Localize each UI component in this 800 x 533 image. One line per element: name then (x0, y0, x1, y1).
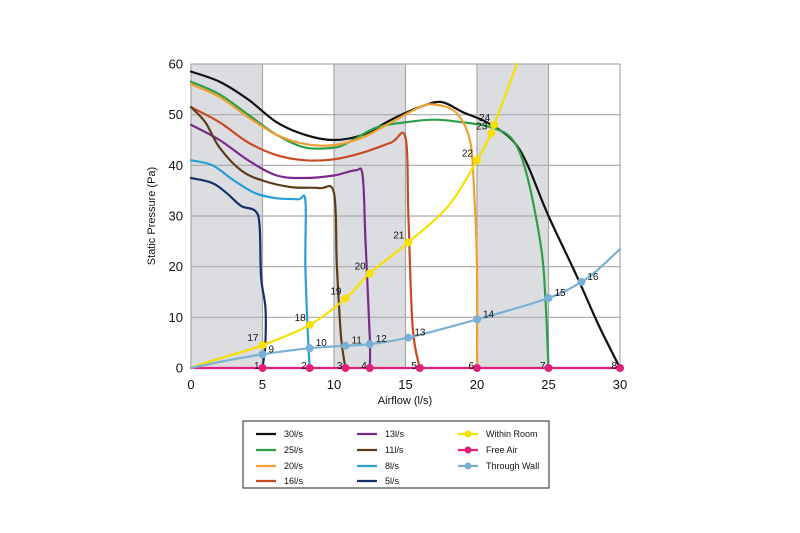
legend-label: Free Air (486, 445, 518, 455)
legend-marker (464, 446, 472, 454)
y-tick-label: 40 (169, 158, 183, 173)
legend-label: 8l/s (385, 461, 400, 471)
data-point-label: 2 (301, 361, 307, 372)
y-tick-label: 10 (169, 310, 183, 325)
legend-label: Through Wall (486, 461, 539, 471)
data-point-6 (473, 364, 481, 372)
data-point-label: 20 (355, 261, 367, 272)
x-axis-label: Airflow (l/s) (378, 395, 432, 407)
x-tick-label: 5 (259, 377, 266, 392)
legend-label: 5l/s (385, 476, 400, 486)
data-point-10 (305, 344, 314, 353)
data-point-label: 17 (247, 333, 259, 344)
data-point-13 (404, 333, 413, 342)
legend-label: 13l/s (385, 429, 405, 439)
legend: 30l/s 25l/s 20l/s 16l/s 13l/s 11l/s 8l/s 5l/s Wi… (242, 420, 550, 489)
data-point-label: 7 (540, 361, 546, 372)
data-point-label: 5 (411, 361, 417, 372)
data-point-22 (473, 156, 481, 165)
legend-marker (464, 462, 472, 470)
data-point-label: 9 (269, 344, 275, 355)
data-point-label: 21 (393, 230, 405, 241)
data-point-20 (365, 269, 374, 278)
data-point-label: 15 (555, 288, 567, 299)
data-point-4 (365, 364, 374, 372)
data-point-label: 16 (587, 272, 599, 283)
legend-label: Within Room (486, 429, 538, 439)
series-line-20l-s (189, 83, 479, 370)
data-point-label: 18 (295, 313, 307, 324)
legend-box (242, 420, 550, 489)
data-point-label: 22 (462, 148, 474, 159)
data-point-7 (544, 364, 553, 372)
data-point-1 (258, 364, 267, 372)
y-tick-label: 30 (169, 209, 183, 224)
x-tick-label: 20 (470, 377, 484, 392)
data-point-16 (577, 277, 586, 286)
data-point-14 (473, 315, 481, 324)
data-point-2 (305, 364, 314, 372)
y-tick-label: 20 (169, 259, 183, 274)
legend-marker (464, 430, 472, 438)
data-point-label: 6 (468, 361, 474, 372)
legend-label: 11l/s (385, 445, 404, 455)
data-point-5 (415, 364, 424, 372)
data-point-label: 10 (316, 338, 328, 349)
series-line-13l-s (189, 123, 372, 370)
data-point-21 (404, 238, 413, 247)
data-point-label: 24 (479, 113, 491, 124)
data-point-9 (258, 350, 267, 359)
data-point-label: 13 (414, 328, 426, 339)
data-point-label: 11 (351, 336, 362, 347)
data-point-label: 19 (330, 287, 342, 298)
x-tick-label: 15 (398, 377, 412, 392)
x-tick-label: 30 (613, 377, 627, 392)
data-point-24 (490, 120, 499, 129)
data-point-label: 12 (376, 334, 388, 345)
x-tick-label: 25 (541, 377, 555, 392)
series-line-11l-s (189, 106, 347, 370)
y-tick-label: 50 (169, 107, 183, 122)
data-point-label: 1 (254, 361, 260, 372)
legend-label: 25l/s (284, 445, 304, 455)
data-point-label: 8 (611, 361, 617, 372)
data-point-11 (341, 341, 350, 350)
data-point-12 (365, 340, 374, 349)
data-point-3 (341, 364, 350, 372)
data-point-23 (487, 129, 496, 138)
y-axis-label: Static Pressure (Pa) (146, 167, 158, 265)
data-point-15 (544, 294, 553, 303)
data-point-label: 4 (361, 361, 367, 372)
x-tick-label: 10 (327, 377, 341, 392)
legend-label: 30l/s (284, 429, 304, 439)
legend-label: 20l/s (284, 461, 304, 471)
y-tick-label: 60 (169, 57, 183, 72)
x-tick-label: 0 (187, 377, 194, 392)
data-point-label: 14 (483, 309, 495, 320)
data-point-8 (616, 364, 624, 372)
data-point-17 (258, 341, 267, 350)
series-line-5l-s (189, 176, 267, 370)
series-line-8l-s (189, 159, 311, 370)
y-tick-label: 0 (176, 361, 183, 376)
data-point-18 (305, 320, 314, 329)
legend-label: 16l/s (284, 476, 304, 486)
data-point-19 (341, 294, 350, 303)
data-point-label: 3 (337, 361, 343, 372)
data-point-label: 23 (476, 121, 488, 132)
